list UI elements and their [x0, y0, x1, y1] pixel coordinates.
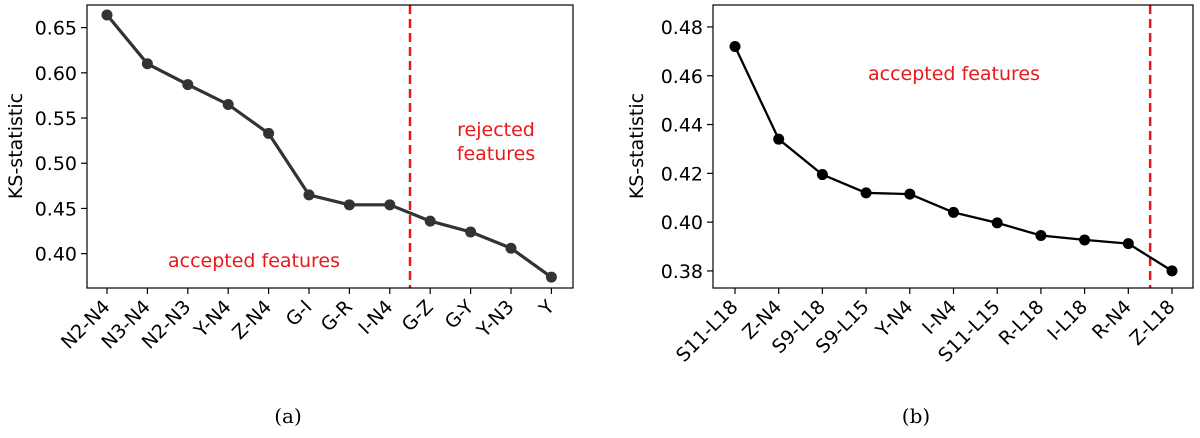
panel-b-data-point: [1166, 265, 1178, 277]
panel-b-caption: (b): [902, 404, 930, 428]
panel-b-ytick-label: 0.44: [661, 115, 703, 137]
panel-a-data-point: [384, 199, 396, 211]
panel-a-annotation-rejected-line1: rejected: [457, 119, 535, 141]
panel-a-ytick-label: 0.60: [35, 63, 77, 85]
panel-b-plot-frame: [712, 4, 1194, 289]
panel-a-ytick-label: 0.55: [35, 108, 77, 130]
panel-a-data-point: [101, 9, 113, 21]
panel-a-data-point: [222, 98, 234, 110]
panel-b-data-point: [948, 206, 959, 218]
panel-b-data-point: [991, 217, 1003, 229]
panel-b-data-point: [860, 187, 872, 199]
panel-b-ytick-label: 0.42: [661, 163, 703, 185]
panel-b-xtick-label: S11-L18: [672, 296, 743, 367]
panel-a-annotation-rejected-line2: features: [457, 143, 536, 165]
chart-panel-a: 0.400.450.500.550.600.65N2-N4N3-N4N2-N3Y…: [5, 4, 574, 428]
panel-a-data-point: [303, 189, 315, 201]
panel-a-ytick-label: 0.40: [35, 244, 77, 266]
panel-b-xtick-label: Y-N4: [871, 296, 917, 342]
panel-a-data-point: [465, 226, 477, 238]
panel-b-data-point: [1122, 238, 1134, 250]
panel-a-data-point: [343, 199, 355, 211]
panel-a-xtick-label: Y-N3: [472, 296, 518, 342]
panel-a-xtick-label: I-N4: [354, 296, 397, 339]
panel-a-plot-frame: [86, 4, 574, 289]
panel-a-data-point: [263, 127, 275, 139]
panel-b-ylabel: KS-statistic: [626, 93, 648, 199]
panel-a-xtick-label: G-Y: [441, 296, 479, 334]
panel-b-ytick-label: 0.48: [661, 17, 703, 39]
panel-a-data-point: [505, 242, 517, 254]
panel-a-ytick-label: 0.50: [35, 153, 77, 175]
panel-a-xtick-label: G-R: [317, 296, 357, 336]
panel-a-data-point: [545, 271, 557, 283]
panel-a-xtick-label: Y-N4: [189, 296, 235, 342]
panel-b-data-point: [904, 188, 916, 200]
panel-a-xtick-label: Z-N4: [228, 296, 276, 344]
panel-b-annotation-accepted: accepted features: [868, 63, 1040, 85]
panel-a-xtick-label: Y: [534, 296, 559, 321]
panel-a-ylabel: KS-statistic: [5, 93, 27, 199]
panel-b-data-point: [816, 169, 828, 181]
panel-a-data-point: [141, 58, 153, 70]
panel-a-ytick-label: 0.45: [35, 198, 77, 220]
panel-a-annotation-accepted: accepted features: [168, 250, 340, 272]
panel-a-data-layer: 0.400.450.500.550.600.65N2-N4N3-N4N2-N3Y…: [35, 5, 559, 354]
panel-b-xtick-label: I-L18: [1043, 296, 1092, 345]
panel-a-xtick-label: G-I: [282, 296, 317, 331]
panel-b-ytick-label: 0.38: [661, 261, 703, 283]
panel-b-ytick-label: 0.40: [661, 212, 703, 234]
panel-b-xtick-label: Z-L18: [1126, 296, 1180, 350]
panel-b-data-layer: 0.380.400.420.440.460.48S11-L18Z-N4S9-L1…: [661, 5, 1180, 367]
panel-a-caption: (a): [274, 404, 302, 428]
panel-a-xtick-label: G-Z: [398, 296, 438, 336]
panel-b-data-point: [1079, 234, 1091, 246]
panel-b-xtick-label: R-L18: [995, 296, 1049, 350]
panel-a-ytick-label: 0.65: [35, 18, 77, 40]
panel-a-series-line: [105, 13, 553, 279]
panel-b-data-point: [729, 40, 741, 52]
chart-panel-b: 0.380.400.420.440.460.48S11-L18Z-N4S9-L1…: [626, 4, 1194, 428]
panel-a-data-point: [424, 215, 436, 227]
panel-b-ytick-label: 0.46: [661, 66, 703, 88]
panel-b-data-point: [1035, 230, 1047, 242]
panel-b-data-point: [773, 133, 785, 145]
panel-a-data-point: [182, 79, 194, 91]
